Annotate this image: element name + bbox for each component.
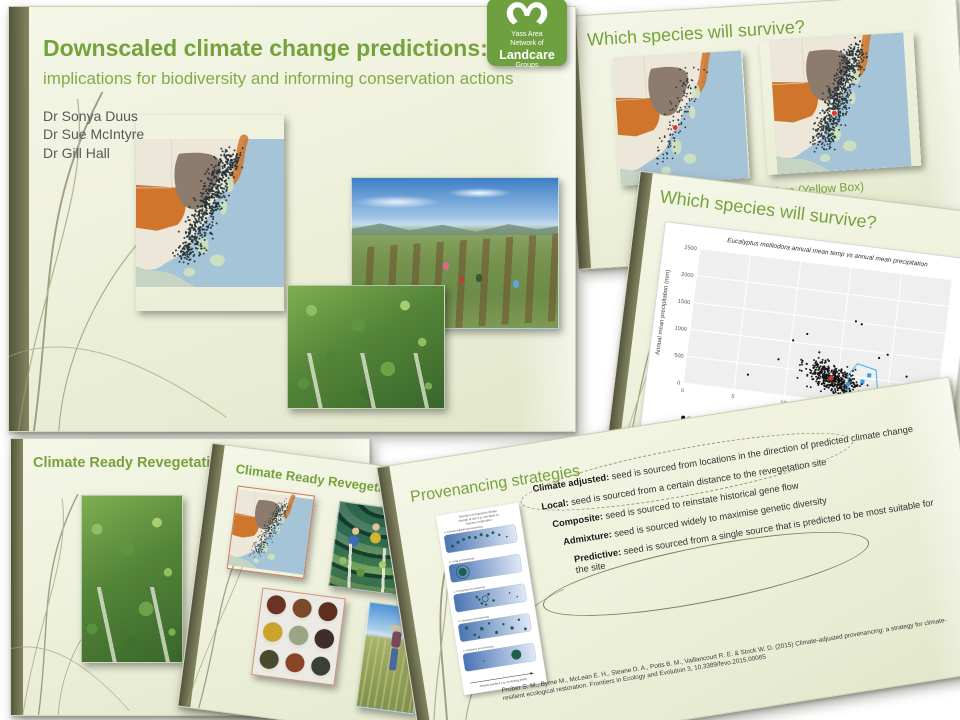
svg-text:e. Predictive provenancing: e. Predictive provenancing [463, 644, 494, 653]
logo-text-line: Yass Area [511, 31, 543, 38]
seed-dish [308, 654, 334, 681]
logo-text-line: Groups [515, 61, 539, 69]
scatter-chart-panel: Eucalyptus melliodora annual mean temp v… [638, 221, 960, 476]
slide-spine [11, 439, 23, 715]
person-figure [512, 280, 519, 288]
seed-dish [311, 627, 337, 654]
person-figure [442, 262, 449, 270]
svg-text:a. Climate-adjusted provenanci: a. Climate-adjusted provenancing [444, 524, 483, 534]
strategy-list: Climate adjusted: seed is sourced from l… [532, 421, 946, 588]
svg-text:c. Composite provenancing: c. Composite provenancing [453, 585, 485, 594]
svg-text:2000: 2000 [681, 272, 694, 279]
seed-dish [315, 599, 341, 626]
strategy-lead: Local: [540, 497, 570, 512]
slide-which-species-chart[interactable]: Which species will survive? Eucalyptus m… [598, 170, 960, 552]
caring-hands-icon [506, 2, 548, 25]
seed-dish [260, 620, 286, 647]
author-name: Dr Sue McIntyre [43, 126, 145, 143]
svg-text:5: 5 [731, 394, 735, 400]
svg-text:Annual mean precipitation (mm): Annual mean precipitation (mm) [655, 270, 671, 356]
slide-spine [9, 7, 29, 431]
distribution-map-current [613, 50, 749, 187]
person-jeans [388, 647, 399, 671]
svg-text:500: 500 [674, 353, 684, 360]
species-distribution-map [136, 134, 284, 287]
bucket [459, 277, 465, 282]
svg-text:0: 0 [677, 380, 681, 386]
svg-text:b. Local provenancing: b. Local provenancing [449, 556, 475, 564]
slide-which-species-maps[interactable]: Which species will survive? Eucalyptus m… [562, 0, 960, 270]
seed-dish [263, 593, 289, 620]
svg-text:d. Admixture provenancing: d. Admixture provenancing [458, 614, 490, 623]
strategy-lead: Admixture: [562, 529, 613, 547]
person-shirt [390, 630, 402, 648]
svg-text:change at site e.g. site likel: change at site e.g. site likely to [458, 513, 499, 523]
seedlings-photo [287, 285, 445, 409]
seedlings-photo [81, 495, 183, 663]
landcare-logo: Yass Area Network of Landcare Groups [487, 0, 567, 69]
logo-text-line: Landcare [499, 47, 555, 62]
species-distribution-map [226, 485, 315, 579]
strategy-lead: Composite: [551, 511, 604, 530]
svg-text:become hotter/drier: become hotter/drier [466, 518, 492, 526]
svg-text:1000: 1000 [674, 326, 687, 333]
main-title: Downscaled climate change predictions: [43, 35, 488, 61]
citation-text: Prober S. M., Byrne M., McLean E. H., St… [501, 616, 948, 703]
person-figure [475, 274, 482, 282]
slide-reveg-project-b[interactable]: Climate Ready Revegetation Project [177, 442, 583, 720]
main-subtitle: implications for biodiversity and inform… [43, 69, 514, 88]
distribution-map-future [769, 31, 912, 175]
author-name: Dr Sonya Duus [43, 108, 138, 124]
author-name: Dr Gill Hall [43, 144, 110, 161]
author-list: Dr Sonya Duus Dr Sue McIntyre Dr Gill Ha… [43, 107, 144, 162]
seed-dish [256, 647, 282, 674]
seed-dish [285, 623, 311, 650]
seed-dish [282, 650, 308, 677]
svg-text:Climate gradient e.g. increasi: Climate gradient e.g. increasing aridity [480, 677, 528, 688]
logo-text-line: Network of [510, 39, 544, 47]
seed-collection-photo [251, 587, 346, 686]
scatter-plot: Eucalyptus melliodora annual mean temp v… [655, 237, 953, 449]
seed-dish [289, 596, 315, 623]
svg-text:1500: 1500 [677, 299, 690, 306]
svg-text:0: 0 [680, 388, 684, 394]
svg-text:2500: 2500 [684, 245, 697, 252]
svg-text:Direction of expected climate: Direction of expected climate [458, 509, 497, 519]
